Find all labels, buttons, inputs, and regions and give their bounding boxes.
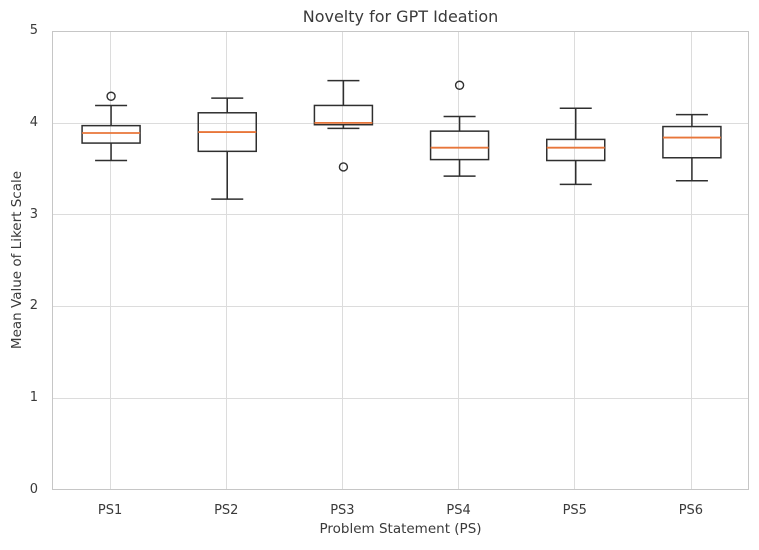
gridline-x-ps3 (342, 32, 344, 489)
gridline-y-3 (53, 214, 748, 216)
y-tick-label-3: 3 (29, 206, 38, 222)
y-tick-label-5: 5 (29, 23, 38, 38)
y-tick-label-4: 4 (29, 114, 38, 130)
box-group-ps6 (662, 113, 722, 182)
x-axis-label: Problem Statement (PS) (319, 521, 482, 537)
gridline-y-2 (53, 306, 748, 308)
y-axis-label: Mean Value of Likert Scale (9, 170, 25, 350)
iqr-box-ps1 (81, 124, 141, 144)
iqr-box-ps3 (313, 104, 374, 126)
box-group-ps1 (81, 91, 141, 162)
x-tick-label-ps3: PS3 (330, 503, 355, 518)
y-tick-label-2: 2 (29, 298, 38, 314)
x-tick-label-ps6: PS6 (678, 503, 704, 518)
box-group-ps5 (546, 107, 606, 186)
iqr-box-ps6 (662, 125, 722, 159)
chart-title: Novelty for GPT Ideation (302, 7, 499, 26)
x-tick-label-ps5: PS5 (562, 503, 587, 518)
iqr-box-ps4 (429, 130, 490, 161)
box-group-ps4 (429, 80, 490, 177)
box-group-ps2 (197, 97, 257, 200)
y-tick-label-1: 1 (29, 390, 38, 406)
y-tick-label-0: 0 (29, 482, 38, 497)
gridline-x-ps6 (690, 32, 692, 489)
gridline-x-ps1 (109, 32, 111, 489)
x-tick-label-ps2: PS2 (214, 503, 239, 518)
outlier-point-ps4-0 (454, 80, 465, 90)
gridline-x-ps5 (574, 32, 576, 489)
gridline-x-ps2 (225, 32, 227, 489)
outlier-point-ps3-0 (338, 162, 349, 172)
outlier-point-ps1-0 (106, 91, 116, 101)
plot-area (52, 31, 749, 490)
x-tick-label-ps1: PS1 (97, 503, 123, 518)
gridline-x-ps4 (458, 32, 460, 489)
gridline-y-4 (53, 122, 748, 124)
x-tick-label-ps4: PS4 (446, 503, 471, 518)
gridline-y-1 (53, 397, 748, 399)
iqr-box-ps5 (546, 138, 606, 162)
box-group-ps3 (313, 79, 374, 172)
boxplot-layer (81, 79, 722, 200)
